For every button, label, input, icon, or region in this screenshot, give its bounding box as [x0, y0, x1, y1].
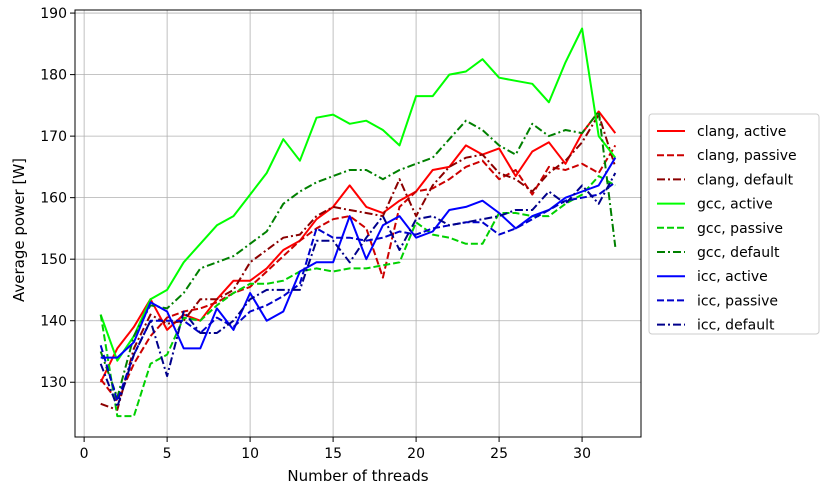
y-tick-label: 130: [40, 375, 67, 391]
y-tick-label: 180: [40, 68, 67, 84]
series-line-7: [99, 181, 616, 402]
y-tick-label: 140: [40, 314, 67, 330]
series-line-4: [99, 175, 616, 418]
series-line-8: [99, 172, 617, 408]
y-tick-label: 170: [40, 129, 67, 145]
y-axis-label: Average power [W]: [10, 158, 28, 302]
legend-label-7: icc, passive: [697, 293, 778, 309]
x-tick-label: 10: [241, 446, 259, 462]
legend-frame: [648, 113, 820, 335]
series-layer: [99, 27, 617, 418]
x-tick-label: 25: [490, 446, 508, 462]
series-line-5: [99, 110, 617, 399]
series-line-1: [99, 144, 617, 402]
legend-label-5: gcc, default: [697, 245, 780, 261]
y-tick-label: 150: [40, 252, 67, 268]
axis-layer: 0 5 10 15 20 25 30 130 140 150 160 170 180 190: [40, 6, 642, 462]
legend-label-8: icc, default: [697, 318, 775, 334]
series-line-6: [100, 157, 617, 359]
x-axis-label: Number of threads: [287, 467, 428, 485]
y-tick-label: 160: [40, 191, 67, 207]
legend-label-3: gcc, active: [697, 197, 773, 213]
series-line-3: [99, 27, 617, 362]
x-tick-label: 15: [324, 446, 342, 462]
legend-label-6: icc, active: [697, 269, 768, 285]
y-tick-label: 190: [40, 6, 67, 22]
legend-label-4: gcc, passive: [697, 221, 783, 237]
plot-frame: [74, 9, 642, 438]
x-tick-label: 20: [407, 446, 425, 462]
legend-label-1: clang, passive: [697, 148, 797, 164]
x-tick-label: 30: [573, 446, 591, 462]
x-tick-label: 5: [163, 446, 172, 462]
x-tick-label: 0: [80, 446, 89, 462]
legend-label-0: clang, active: [697, 124, 786, 140]
legend: clang, active clang, passive clang, defaul…: [648, 113, 820, 335]
legend-label-2: clang, default: [697, 172, 794, 188]
